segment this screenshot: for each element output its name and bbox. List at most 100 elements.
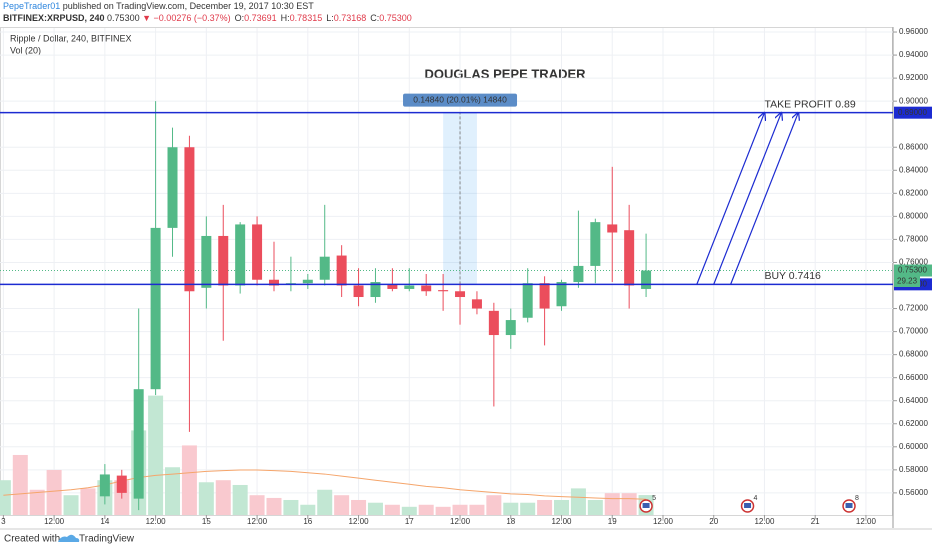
level-marker-bg (894, 106, 932, 119)
volume-bar (486, 495, 502, 515)
y-tick-label: 0.92000 (899, 73, 928, 82)
volume-bar (148, 395, 164, 515)
candle-body (353, 285, 364, 298)
x-tick-label: 12:00 (349, 517, 370, 526)
x-tick-label: 21 (811, 517, 820, 526)
candle-body (218, 235, 229, 286)
candle-body (607, 224, 618, 233)
volume-bar (401, 506, 417, 515)
volume-bar (621, 493, 637, 515)
candle-body (116, 475, 127, 493)
y-tick-label: 0.94000 (899, 50, 928, 59)
volume-bar (520, 502, 536, 515)
event-count: 4 (754, 495, 758, 502)
y-tick-label: 0.96000 (899, 27, 928, 36)
ohlc-key: C: (370, 13, 379, 23)
candle-body (404, 285, 415, 289)
arrow: ▼ (142, 13, 151, 23)
volume-bar (198, 482, 214, 515)
y-tick-label: 0.80000 (899, 211, 928, 220)
measure-label: 0.14840 (20.01%) 14840 (413, 94, 507, 104)
y-tick-label: 0.64000 (899, 396, 928, 405)
candle-body (522, 283, 533, 318)
volume-bar (503, 502, 519, 515)
y-tick-label: 0.70000 (899, 327, 928, 336)
ohlc-value: 0.78315 (290, 13, 323, 23)
symbol: BITFINEX:XRPUSD, 240 (3, 13, 105, 23)
candle-body (455, 291, 466, 298)
last: 0.75300 (107, 13, 140, 23)
header-line: PepeTrader01 published on TradingView.co… (3, 1, 314, 11)
last-price-bg (894, 264, 932, 277)
candle-body (268, 279, 279, 286)
x-tick-label: 12:00 (856, 517, 877, 526)
x-tick-label: 15 (202, 517, 211, 526)
volume-bar (63, 495, 79, 515)
candle-body (150, 227, 161, 390)
symbol-label: Ripple / Dollar, 240, BITFINEX (10, 33, 132, 43)
x-tick-label: 12:00 (653, 517, 674, 526)
volume-bar (452, 504, 468, 515)
volume-bar (469, 504, 485, 515)
volume-bar (587, 499, 603, 515)
x-tick-label: 19 (608, 517, 617, 526)
volume-bar (554, 499, 570, 515)
candle-body (387, 284, 398, 289)
candle-body (488, 310, 499, 336)
volume-marker-bg (894, 276, 920, 287)
y-tick-label: 0.62000 (899, 419, 928, 428)
candle-body (184, 147, 195, 292)
x-tick-label: 12:00 (450, 517, 471, 526)
volume-bar (266, 497, 282, 515)
candle-body (235, 224, 246, 286)
volume-bar (384, 504, 400, 515)
level-label: BUY 0.7416 (764, 270, 821, 282)
event-flag (845, 503, 853, 508)
volume-marker: 29.23 (897, 277, 918, 286)
candle-body (319, 256, 330, 280)
candle-body (590, 222, 601, 266)
candle-body (336, 255, 347, 286)
candle-body (99, 474, 110, 497)
candle-body (421, 285, 432, 292)
candle-body (201, 235, 212, 288)
event-count: 8 (855, 495, 859, 502)
x-tick-label: 14 (100, 517, 109, 526)
x-tick-label: 12:00 (44, 517, 65, 526)
level-marker: 0.89000 (898, 108, 927, 117)
candle-body (573, 265, 584, 283)
volume-label: Vol (20) (10, 45, 41, 55)
change: −0.00276 (−0.37%) (154, 13, 231, 23)
ohlc-key: O: (235, 13, 245, 23)
candle-body (539, 283, 550, 309)
y-tick-label: 0.84000 (899, 165, 928, 174)
x-tick-label: 20 (709, 517, 718, 526)
volume-bar (232, 484, 248, 515)
volume-bar (46, 469, 62, 515)
volume-bar (215, 480, 231, 515)
candle-body (641, 270, 652, 289)
x-tick-label: 17 (405, 517, 414, 526)
event-flag (744, 503, 752, 508)
symbol-line: BITFINEX:XRPUSD, 240 0.75300 ▼ −0.00276 … (3, 13, 412, 23)
y-tick-label: 0.76000 (899, 258, 928, 267)
level-label: TAKE PROFIT 0.89 (764, 98, 855, 110)
volume-bar (351, 499, 367, 515)
y-tick-label: 0.78000 (899, 235, 928, 244)
y-tick-label: 0.60000 (899, 442, 928, 451)
ohlc-key: H: (281, 13, 290, 23)
event-count: 5 (652, 495, 656, 502)
y-tick-label: 0.82000 (899, 188, 928, 197)
author: PepeTrader01 (3, 1, 60, 11)
x-tick-label: 12:00 (247, 517, 268, 526)
volume-bar (435, 506, 451, 515)
x-tick-label: 16 (303, 517, 312, 526)
arrow (713, 113, 782, 285)
x-tick-label: 3 (1, 517, 6, 526)
volume-bar (570, 488, 586, 515)
ohlc-key: L: (326, 13, 334, 23)
volume-bar (367, 502, 383, 515)
volume-bar (300, 504, 316, 515)
volume-ma (3, 469, 647, 500)
